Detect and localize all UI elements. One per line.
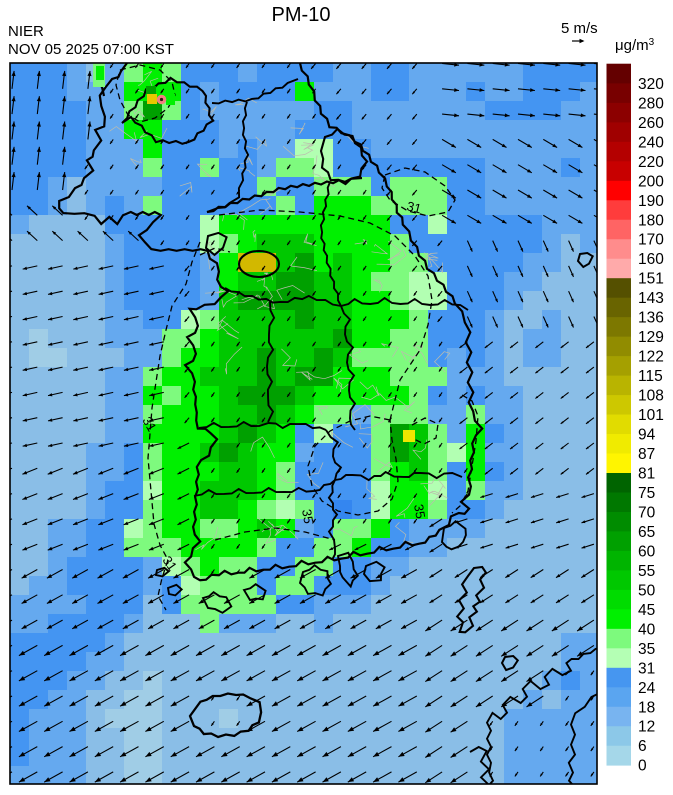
- svg-text:320: 320: [638, 76, 664, 93]
- svg-text:6: 6: [638, 738, 647, 755]
- svg-text:24: 24: [638, 680, 656, 697]
- svg-text:35: 35: [411, 503, 428, 520]
- svg-text:70: 70: [638, 505, 656, 522]
- svg-text:18: 18: [638, 699, 655, 716]
- svg-text:75: 75: [638, 485, 655, 502]
- svg-text:180: 180: [638, 212, 664, 229]
- svg-text:μg/m3: μg/m3: [615, 37, 655, 54]
- svg-text:260: 260: [638, 115, 664, 132]
- svg-text:NIER: NIER: [8, 23, 44, 40]
- svg-text:NOV 05 2025 07:00 KST: NOV 05 2025 07:00 KST: [8, 41, 174, 58]
- svg-text:87: 87: [638, 446, 655, 463]
- svg-text:PM-10: PM-10: [272, 4, 331, 26]
- svg-text:160: 160: [638, 251, 664, 268]
- svg-text:220: 220: [638, 154, 664, 171]
- svg-text:60: 60: [638, 543, 656, 560]
- svg-text:190: 190: [638, 193, 664, 210]
- svg-text:31: 31: [139, 414, 159, 434]
- svg-text:45: 45: [638, 602, 655, 619]
- svg-text:151: 151: [638, 271, 664, 288]
- svg-text:143: 143: [638, 290, 664, 307]
- svg-text:200: 200: [638, 173, 664, 190]
- svg-text:170: 170: [638, 232, 664, 249]
- svg-text:65: 65: [638, 524, 655, 541]
- svg-text:136: 136: [638, 310, 664, 327]
- svg-text:31: 31: [638, 660, 655, 677]
- svg-text:101: 101: [638, 407, 664, 424]
- svg-text:108: 108: [638, 388, 664, 405]
- svg-text:122: 122: [638, 349, 664, 366]
- svg-text:12: 12: [638, 719, 655, 736]
- svg-text:35: 35: [299, 508, 316, 525]
- svg-text:50: 50: [638, 582, 656, 599]
- svg-text:31: 31: [405, 198, 423, 216]
- svg-text:81: 81: [638, 466, 655, 483]
- svg-text:55: 55: [638, 563, 655, 580]
- svg-text:240: 240: [638, 134, 664, 151]
- svg-text:0: 0: [638, 758, 647, 775]
- svg-text:35: 35: [638, 641, 655, 658]
- svg-text:94: 94: [638, 427, 656, 444]
- svg-text:5 m/s: 5 m/s: [561, 20, 598, 37]
- svg-text:115: 115: [638, 368, 663, 385]
- svg-text:31: 31: [160, 553, 181, 573]
- svg-text:129: 129: [638, 329, 664, 346]
- svg-text:280: 280: [638, 95, 664, 112]
- svg-text:40: 40: [638, 621, 656, 638]
